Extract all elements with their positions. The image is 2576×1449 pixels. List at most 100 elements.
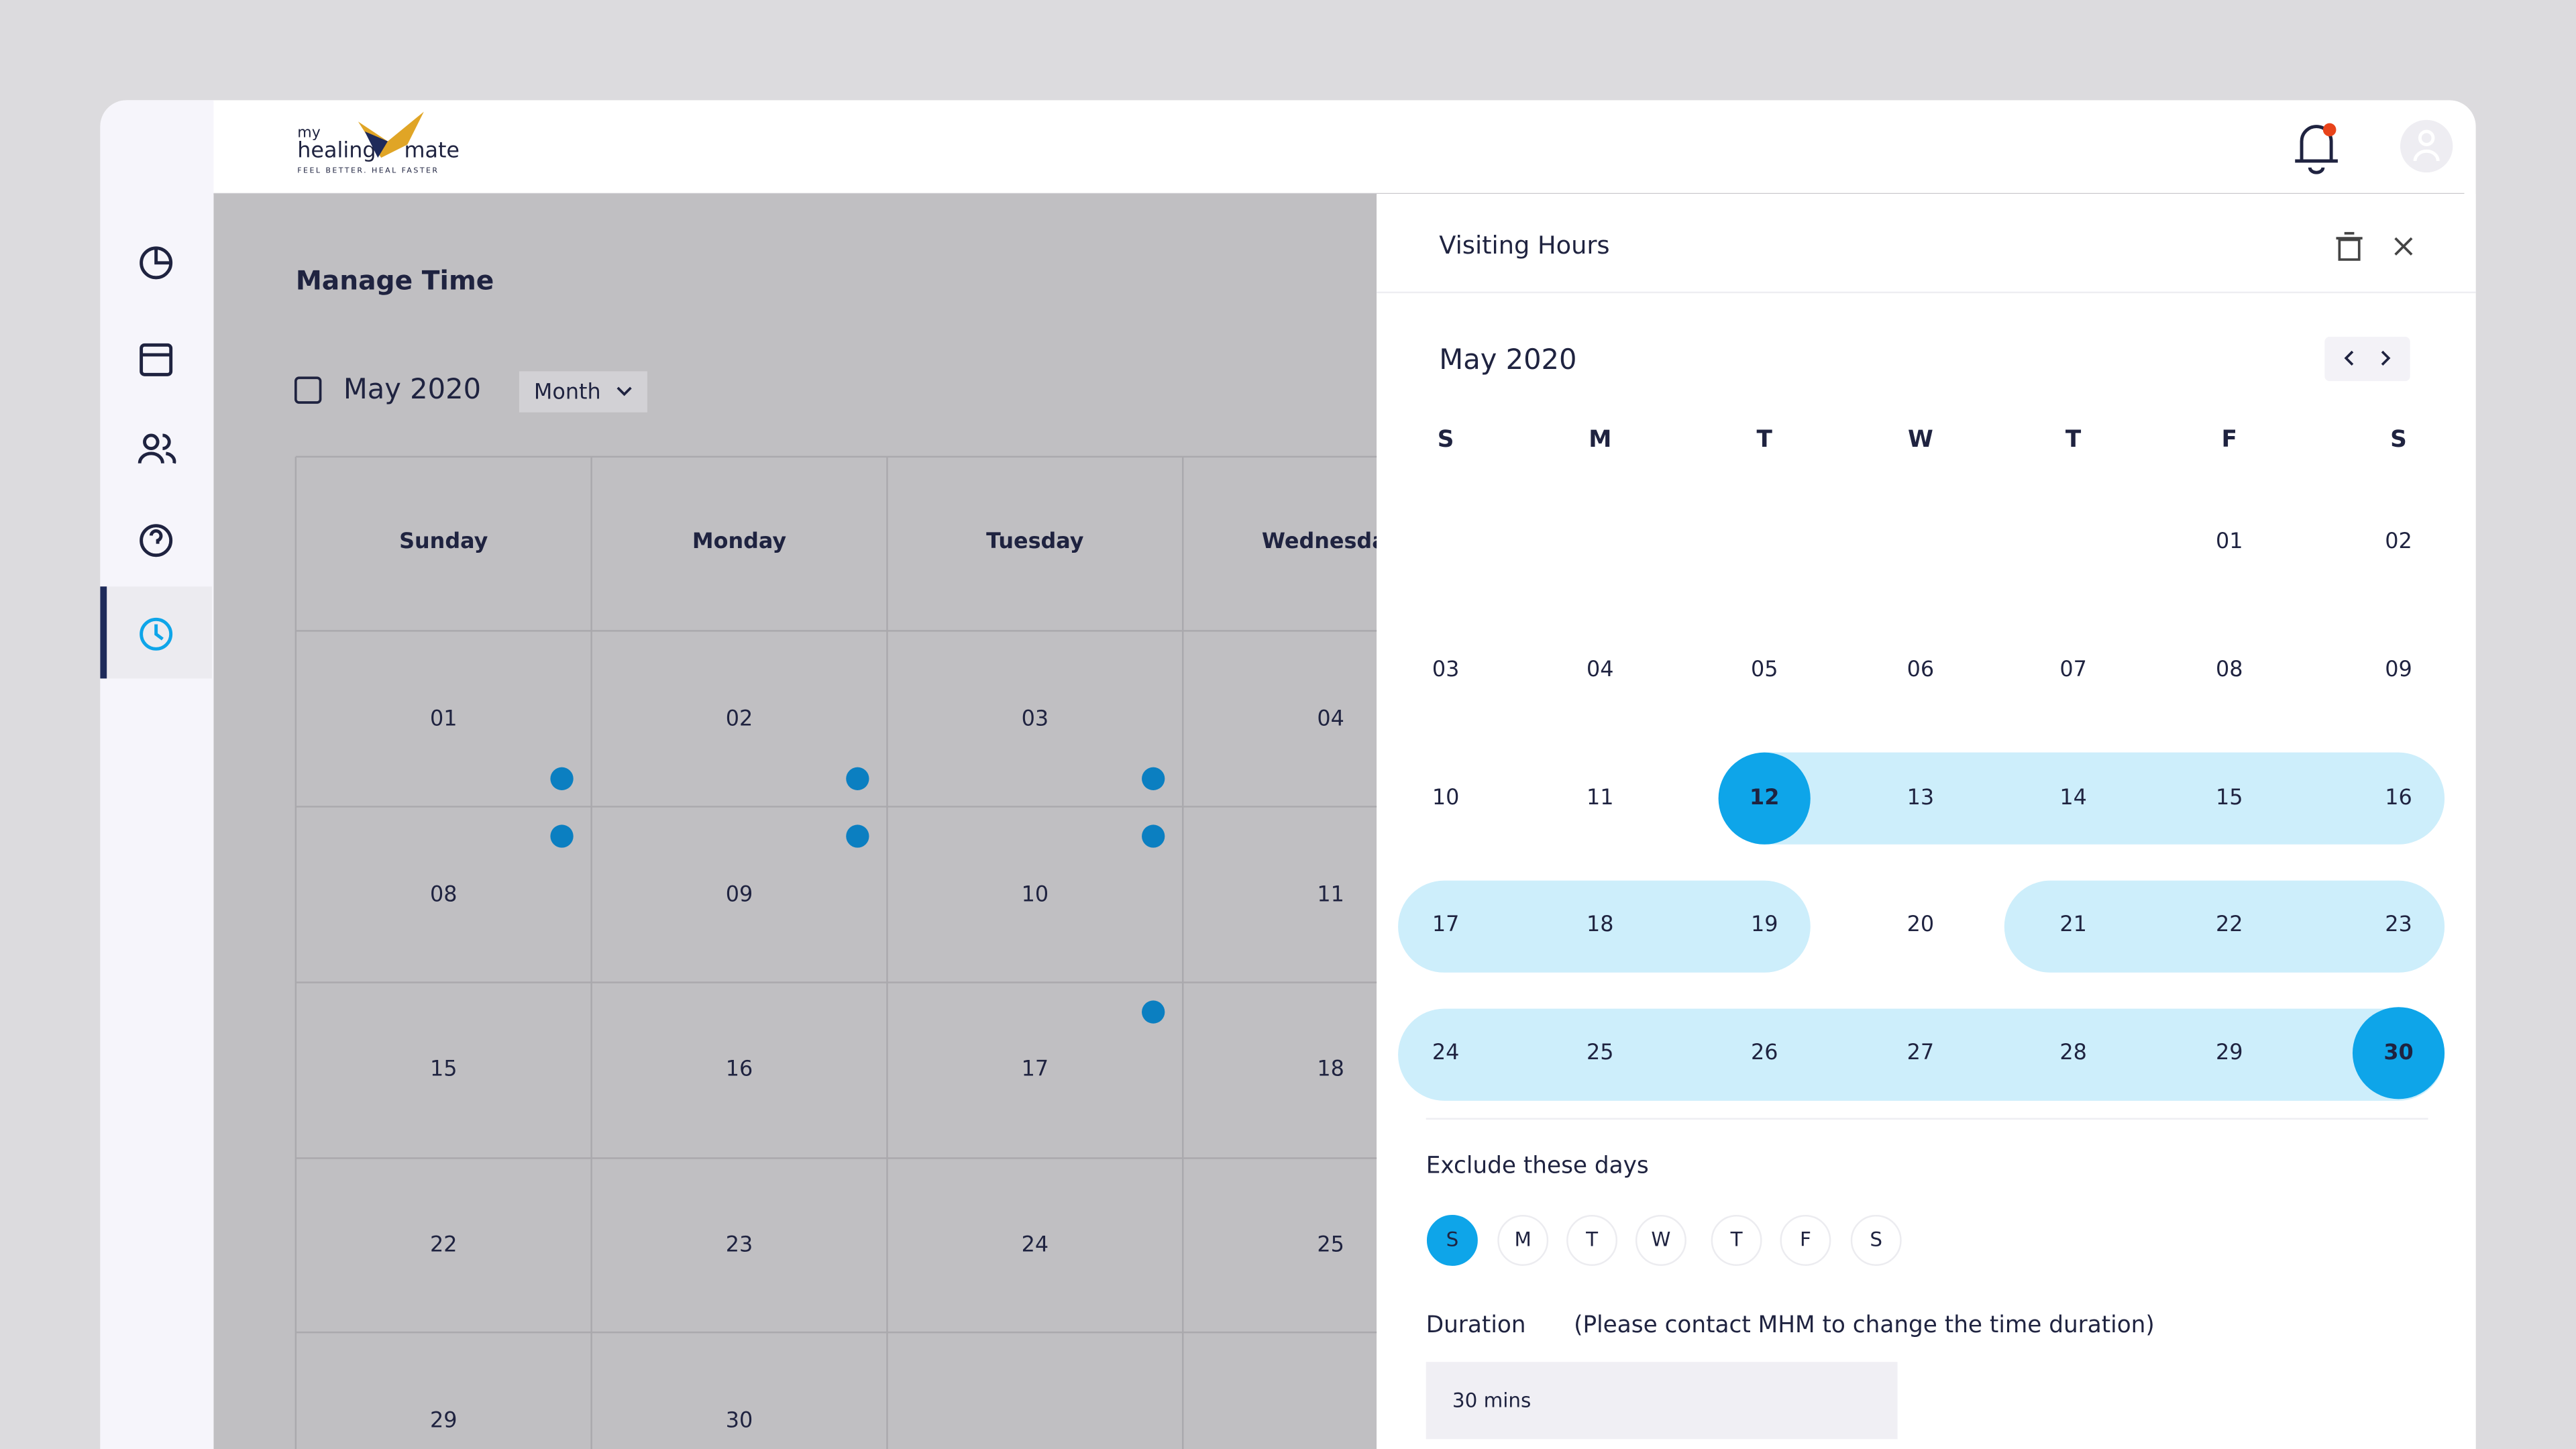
day-number: 16 bbox=[726, 1055, 753, 1081]
event-dot bbox=[1142, 824, 1165, 848]
day-number: 22 bbox=[430, 1231, 458, 1256]
mini-day: 20 bbox=[1907, 911, 1935, 936]
mini-day: 30 bbox=[2383, 1039, 2413, 1065]
nav-help[interactable] bbox=[140, 524, 173, 557]
exclude-day[interactable] bbox=[1426, 1215, 1478, 1266]
mini-day: 12 bbox=[1750, 784, 1779, 810]
exclude-day[interactable] bbox=[1635, 1215, 1686, 1266]
weekday-letter: F bbox=[2222, 426, 2237, 453]
close-icon[interactable] bbox=[2394, 237, 2413, 256]
event-dot bbox=[846, 824, 869, 848]
mini-day: 08 bbox=[2216, 656, 2243, 682]
mini-day: 15 bbox=[2216, 784, 2243, 810]
delete-icon[interactable] bbox=[2336, 231, 2363, 261]
event-dot bbox=[550, 824, 574, 848]
mini-day: 19 bbox=[1751, 911, 1778, 936]
bell[interactable] bbox=[2295, 125, 2338, 174]
weekday-letter: S bbox=[1438, 426, 1454, 453]
day-number: 25 bbox=[1317, 1231, 1344, 1256]
exclude-day-label: S bbox=[1870, 1228, 1882, 1250]
nav-icons bbox=[138, 246, 176, 651]
event-dot bbox=[846, 767, 869, 790]
nav-users[interactable] bbox=[143, 433, 160, 451]
mini-day: 17 bbox=[1432, 911, 1460, 936]
mini-day: 01 bbox=[2216, 528, 2243, 553]
weekday-letter: M bbox=[1589, 426, 1611, 453]
event-dot bbox=[1142, 1000, 1165, 1024]
exclude-day[interactable] bbox=[1711, 1215, 1762, 1266]
weekday-letter: W bbox=[1908, 426, 1933, 453]
main-area: Manage Time May 2020 Month Sunday Monday T… bbox=[213, 193, 1400, 1449]
month-icon bbox=[294, 376, 322, 404]
exclude-label: Exclude these days bbox=[1426, 1152, 1649, 1179]
day-number: 29 bbox=[430, 1407, 458, 1432]
duration-value: 30 mins bbox=[1452, 1389, 1531, 1411]
panel-month: May 2020 bbox=[1439, 343, 1576, 376]
duration-note: (Please contact MHM to change the time d… bbox=[1574, 1311, 2155, 1338]
exclude-day-label: M bbox=[1515, 1228, 1532, 1250]
event-dot bbox=[550, 767, 574, 790]
month-nav bbox=[2324, 337, 2410, 382]
weekday-header: Wednesday bbox=[1262, 528, 1400, 553]
highlights bbox=[1398, 752, 2445, 1101]
avatar-icon bbox=[2413, 129, 2440, 162]
mini-day: 09 bbox=[2385, 656, 2412, 682]
exclude-day-label: F bbox=[1800, 1228, 1811, 1250]
day-number: 30 bbox=[726, 1407, 753, 1432]
day-number: 03 bbox=[1022, 706, 1049, 731]
day-number: 24 bbox=[1022, 1231, 1049, 1256]
day-number: 02 bbox=[726, 706, 753, 731]
weekday-letter: T bbox=[1757, 426, 1773, 453]
mini-day: 13 bbox=[1907, 784, 1935, 810]
day-number: 01 bbox=[430, 706, 458, 731]
exclude-day[interactable] bbox=[1780, 1215, 1831, 1266]
nav-calendar[interactable] bbox=[140, 343, 173, 376]
month-nav-arrows[interactable] bbox=[2344, 350, 2391, 366]
mini-day: 27 bbox=[1907, 1039, 1935, 1065]
mini-day: 18 bbox=[1587, 911, 1614, 936]
duration-input[interactable] bbox=[1426, 1362, 1898, 1440]
day-number: 08 bbox=[430, 881, 458, 907]
day-number: 11 bbox=[1317, 881, 1344, 907]
view-label: Month bbox=[534, 378, 601, 404]
weekday-header: Sunday bbox=[399, 528, 488, 553]
exclude-day[interactable] bbox=[1566, 1215, 1618, 1266]
logo-tagline: FEEL BETTER. HEAL FASTER bbox=[297, 166, 439, 175]
weekday-letter: T bbox=[2065, 426, 2082, 453]
mini-day: 05 bbox=[1751, 656, 1778, 682]
exclude-day-label: S bbox=[1446, 1228, 1459, 1250]
panel-actions bbox=[2336, 231, 2413, 261]
nav-time[interactable] bbox=[140, 617, 173, 651]
day-number: 23 bbox=[726, 1231, 753, 1256]
logo-name: healing bbox=[297, 137, 376, 162]
mini-day: 02 bbox=[2385, 528, 2412, 553]
weekday-letter: S bbox=[2390, 426, 2407, 453]
sidebar bbox=[100, 100, 214, 1449]
main-title: Manage Time bbox=[296, 266, 494, 297]
mini-day: 10 bbox=[1432, 784, 1460, 810]
mini-day: 04 bbox=[1587, 656, 1614, 682]
mini-day: 28 bbox=[2059, 1039, 2087, 1065]
day-number: 09 bbox=[726, 881, 753, 907]
bell-badge bbox=[2322, 123, 2337, 137]
panel-title: Visiting Hours bbox=[1439, 231, 1609, 260]
mini-day: 21 bbox=[2059, 911, 2087, 936]
exclude-day[interactable] bbox=[1497, 1215, 1549, 1266]
main-month: May 2020 bbox=[343, 372, 481, 405]
view-caret bbox=[616, 386, 632, 396]
mini-day: 03 bbox=[1432, 656, 1460, 682]
event-dot bbox=[1142, 767, 1165, 790]
exclude-day-label: T bbox=[1730, 1228, 1743, 1250]
mini-day: 29 bbox=[2216, 1039, 2243, 1065]
day-number: 15 bbox=[430, 1055, 458, 1081]
logo-name2: mate bbox=[404, 137, 460, 162]
weekday-header: Monday bbox=[692, 528, 786, 553]
logo-bird-wing bbox=[364, 131, 388, 158]
mini-day: 25 bbox=[1587, 1039, 1614, 1065]
exclude-day[interactable] bbox=[1850, 1215, 1902, 1266]
logo-small: my bbox=[297, 124, 320, 141]
weekday-header: Tuesday bbox=[986, 528, 1084, 553]
mini-day: 07 bbox=[2059, 656, 2087, 682]
day-number: 17 bbox=[1022, 1055, 1049, 1081]
